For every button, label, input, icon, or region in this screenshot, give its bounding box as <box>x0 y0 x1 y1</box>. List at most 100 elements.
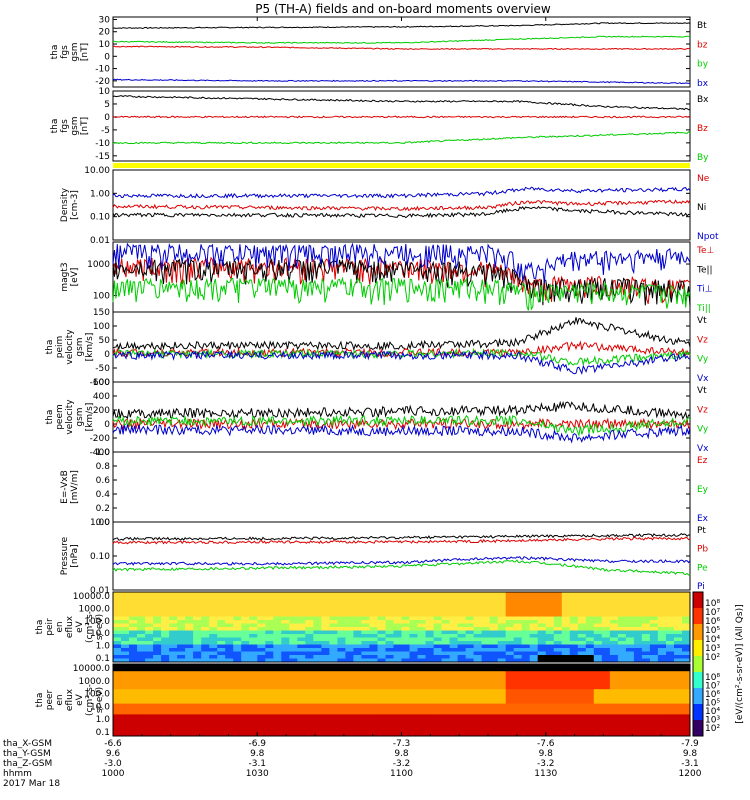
spectrogram-cell <box>289 595 298 600</box>
spectrogram-cell <box>257 685 266 690</box>
spectrogram-cell <box>593 595 603 600</box>
spectrogram-cell <box>473 678 483 683</box>
spectrogram-cell <box>193 655 202 659</box>
spectrogram-cell <box>529 718 539 723</box>
spectrogram-cell <box>169 602 178 607</box>
panel-ylabel: Density [cm-3] <box>60 187 80 222</box>
spectrogram-cell <box>113 671 122 676</box>
spectrogram-cell <box>641 703 651 708</box>
spectrogram-cell <box>537 627 547 631</box>
spectrogram-cell <box>521 667 531 672</box>
spectrogram-cell <box>361 710 370 715</box>
spectrogram-cell <box>129 648 138 652</box>
spectrogram-cell <box>633 651 643 656</box>
spectrogram-cell <box>377 648 386 652</box>
spectrogram-cell <box>625 710 635 715</box>
spectrogram-cell <box>145 700 154 705</box>
spectrogram-cell <box>297 689 306 694</box>
spectrogram-cell <box>113 703 122 708</box>
spectrogram-cell <box>241 696 250 701</box>
spectrogram-cell <box>481 674 491 679</box>
colorbar-label: [eV/(cm²-s-sr-eV)] (All Qs)] <box>735 604 745 723</box>
spectrogram-cell <box>641 592 651 596</box>
spectrogram-cell <box>185 616 194 621</box>
spectrogram-cell <box>481 689 491 694</box>
spectrogram-cell <box>641 689 651 694</box>
spectrogram-cell <box>537 648 547 652</box>
spectrogram-cell <box>329 728 338 733</box>
spectrogram-cell <box>649 725 659 730</box>
spectrogram-cell <box>569 700 579 705</box>
spectrogram-cell <box>225 667 234 672</box>
spectrogram-cell <box>185 707 194 712</box>
spectrogram-cell <box>233 623 242 628</box>
spectrogram-cell <box>433 627 443 631</box>
ytick-label: 0 <box>104 420 110 430</box>
spectrogram-cell <box>393 667 402 672</box>
spectrogram-cell <box>609 595 619 600</box>
spectrogram-cell <box>137 620 146 624</box>
spectrogram-cell <box>145 606 154 610</box>
spectrogram-cell <box>145 671 154 676</box>
spectrogram-cell <box>465 667 475 672</box>
spectrogram-cell <box>121 728 130 733</box>
spectrogram-cell <box>569 696 579 701</box>
spectrogram-cell <box>465 620 475 624</box>
spectrogram-cell <box>609 623 619 628</box>
spectrogram-cell <box>601 658 611 663</box>
xaxis-value: 1030 <box>246 769 269 779</box>
spectrogram-cell <box>353 685 362 690</box>
spectrogram-cell <box>561 651 571 656</box>
spectrogram-cell <box>465 630 475 635</box>
spectrogram-cell <box>113 674 122 679</box>
spectrogram-cell <box>497 627 507 631</box>
spectrogram-cell <box>385 667 394 672</box>
spectrogram-cell <box>537 667 547 672</box>
spectrogram-cell <box>353 707 362 712</box>
spectrogram-cell <box>521 721 531 726</box>
spectrogram-cell <box>449 667 459 672</box>
spectrogram-cell <box>369 641 378 645</box>
spectrogram-cell <box>385 627 394 631</box>
spectrogram-cell <box>633 667 643 672</box>
spectrogram-cell <box>241 671 250 676</box>
spectrogram-cell <box>433 678 443 683</box>
panel-ylabel: E=-VxB [mV/m] <box>60 470 80 504</box>
spectrogram-cell <box>361 682 370 687</box>
spectrogram-cell <box>577 728 587 733</box>
spectrogram-cell <box>585 627 595 631</box>
spectrogram-cell <box>305 606 314 610</box>
spectrogram-cell <box>625 627 635 631</box>
spectrogram-cell <box>473 671 483 676</box>
series-line-Pt <box>112 532 691 541</box>
spectrogram-cell <box>561 644 571 649</box>
spectrogram-cell <box>657 651 667 656</box>
spectrogram-cell <box>577 651 587 656</box>
spectrogram-cell <box>305 721 314 726</box>
spectrogram-cell <box>497 671 507 676</box>
spectrogram-cell <box>649 651 659 656</box>
spectrogram-cell <box>441 700 451 705</box>
spectrogram-cell <box>369 613 378 617</box>
spectrogram-cell <box>385 664 394 669</box>
spectrogram-cell <box>513 689 523 694</box>
panel-frame <box>112 381 691 453</box>
spectrogram-cell <box>273 700 282 705</box>
spectrogram-cell <box>241 602 250 607</box>
spectrogram-cell <box>369 602 378 607</box>
spectrogram-cell <box>233 703 242 708</box>
spectrogram-cell <box>633 678 643 683</box>
spectrogram-cell <box>513 667 523 672</box>
spectrogram-cell <box>553 595 563 600</box>
spectrogram-cell <box>666 732 675 737</box>
spectrogram-cell <box>513 655 523 659</box>
spectrogram-cell <box>674 658 683 663</box>
spectrogram-cell <box>297 682 306 687</box>
panel-electron_velocity: tha peem velocity gsm [km/s]6004002000-200-4… <box>45 378 709 458</box>
spectrogram-cell <box>674 703 683 708</box>
spectrogram-cell <box>217 613 226 617</box>
spectrogram-cell <box>465 613 475 617</box>
spectrogram-cell <box>649 644 659 649</box>
spectrogram-cell <box>209 725 218 730</box>
